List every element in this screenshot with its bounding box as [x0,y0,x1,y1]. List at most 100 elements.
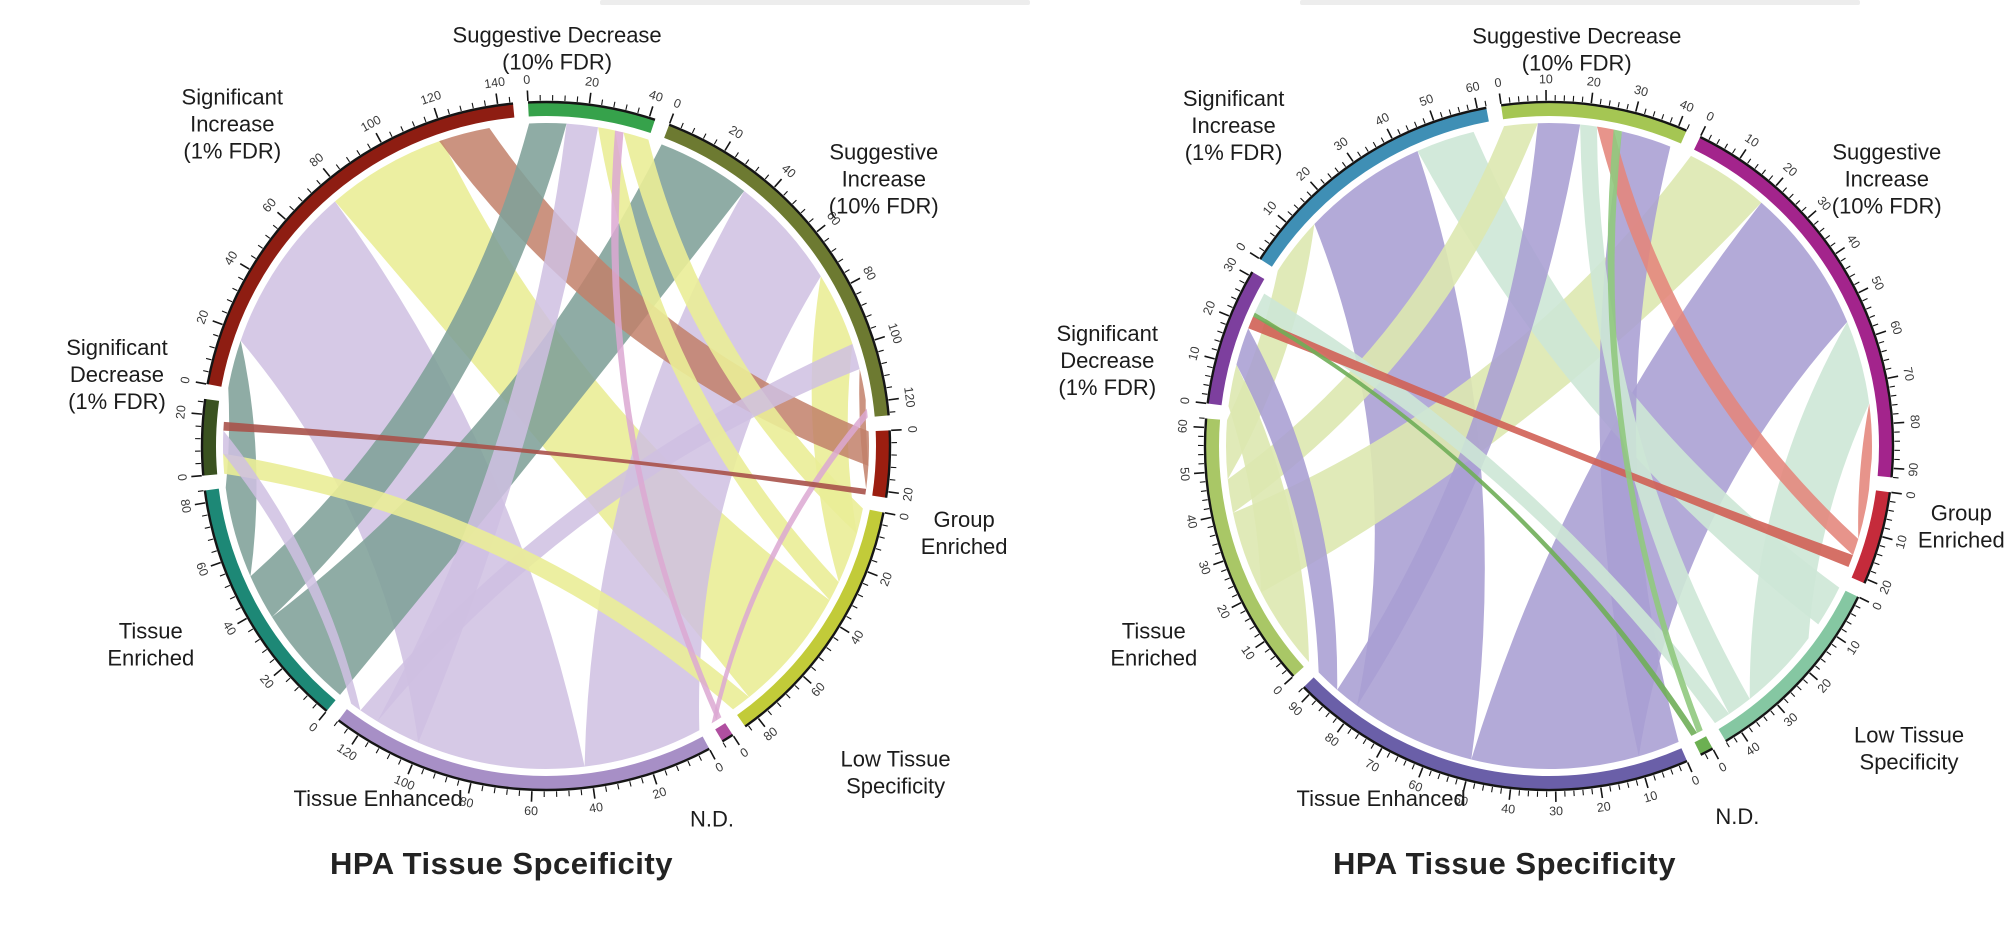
tick-mark [1203,508,1210,511]
tick-mark [1782,187,1788,193]
tick-mark [191,474,202,478]
tick-mark [1204,355,1215,360]
tick-label: 20 [1780,160,1800,180]
tick-mark [1249,625,1255,630]
tick-mark [1386,128,1393,139]
segment-rim-sugInc [1699,135,1895,478]
segment-band-sigDec [1207,271,1265,406]
tick-mark [1867,578,1878,585]
tick-label: 120 [334,741,359,764]
segment-label-line: Specificity [846,773,945,798]
tick-mark [1739,148,1747,159]
tick-label: 20 [194,308,212,326]
tick-mark [1346,152,1354,162]
tick-label: 40 [1678,97,1696,115]
segment-label-line: Tissue Enhanced [1297,786,1466,811]
tick-mark [846,615,852,620]
tick-mark [882,524,888,527]
tick-mark [1886,518,1893,521]
segment-label-line: Tissue Enhanced [294,786,463,811]
chart-panel-left: 0 20 40 Suggestive Decrease (10% FDR) 0 20 40 60… [66,23,1007,881]
tick-label: 60 [1175,419,1190,434]
tick-mark [1508,789,1512,800]
tick-mark [1306,191,1312,197]
tick-mark [613,101,616,108]
chart-title-left: HPA Tissue Spceificity [330,846,673,881]
segment-ticks-sugInc: 0 20 40 60 80 100 120 [668,96,918,413]
tick-mark [1193,471,1205,475]
tick-mark [312,703,317,709]
tick-mark [209,345,215,349]
tick-mark [884,512,896,516]
tick-mark [1875,330,1887,336]
tick-mark [1732,148,1736,154]
segment-label-sugDec: Suggestive Decrease(10% FDR) [1472,23,1681,75]
tick-mark [879,536,885,539]
ribbon-lowTiss-to-sugDec [623,132,863,534]
tick-mark [1581,96,1584,103]
tick-mark [1500,788,1503,794]
tick-mark [306,188,312,193]
tick-mark [367,143,371,149]
tick-mark [1213,560,1224,566]
ribbons-layer [223,122,869,769]
tick-mark [195,381,207,385]
tick-mark [1726,742,1730,748]
segment-ticks-sigDec: 0 20 [173,400,204,482]
tick-mark [247,628,254,633]
tick-mark [713,139,718,145]
tick-mark [207,538,214,542]
ribbon-tissEnh-to-sugDec [1337,123,1581,706]
segment-label-line: (10% FDR) [502,50,612,75]
tick-mark [1472,783,1476,789]
tick-mark [1889,500,1896,503]
tick-mark [1281,669,1287,675]
tick-mark [592,788,596,799]
tick-mark [211,550,217,554]
tick-mark [1807,210,1817,219]
tick-mark [1394,756,1399,762]
tick-mark [1887,375,1899,380]
tick-mark [1332,718,1337,724]
tick-mark [1437,773,1441,780]
tick-mark [1264,648,1270,653]
tick-mark [229,596,236,600]
tick-mark [1214,339,1220,342]
tick-mark [866,314,872,318]
tick-mark [833,636,839,641]
tick-mark [1221,569,1227,573]
tick-mark [204,526,211,529]
tick-mark [1287,211,1293,216]
segment-band-tissEnh [1303,677,1688,790]
tick-mark [785,693,791,699]
tick-label: 80 [1322,730,1342,750]
tick-mark [257,244,263,249]
tick-mark [1591,788,1594,795]
segment-label-line: Decrease [70,362,164,387]
tick-mark [1239,279,1245,284]
tick-mark [888,491,899,495]
tick-mark [871,559,878,563]
tick-label: 60 [1887,319,1905,337]
tick-mark [467,783,472,794]
tick-mark [1293,204,1299,209]
segment-band-sigDec [202,399,220,476]
tick-mark [1783,698,1789,704]
tick-mark [1790,692,1796,697]
tick-mark [1854,281,1860,286]
segment-label-line: Enriched [1918,528,2005,553]
tick-mark [884,373,890,377]
tick-mark [447,108,450,115]
tick-mark [1870,570,1877,574]
segment-label-line: (10% FDR) [1832,193,1942,218]
tick-mark [1801,206,1807,212]
tick-mark [1244,618,1251,622]
tick-mark [1889,385,1895,388]
